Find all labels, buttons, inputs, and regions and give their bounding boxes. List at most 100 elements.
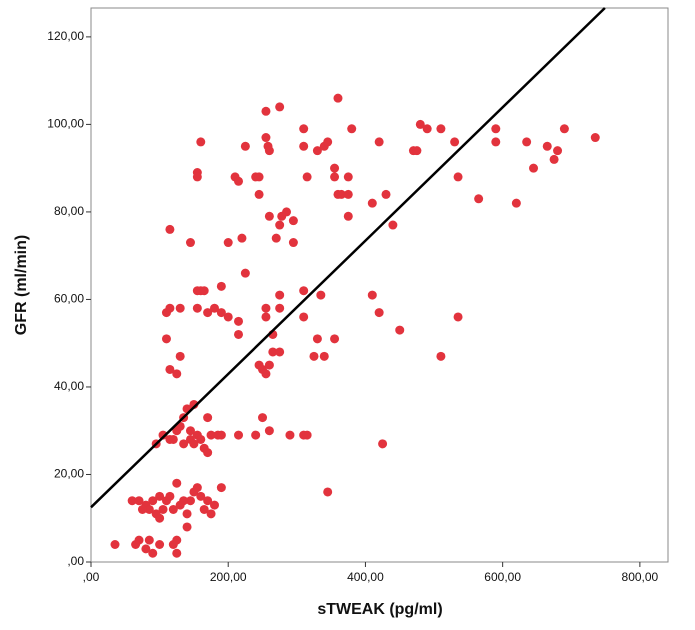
point [367,290,377,300]
point [309,351,319,361]
y-tick-label: 80,00 [54,204,84,218]
point [209,303,219,313]
point [168,434,178,444]
point [251,430,261,440]
point [261,133,271,143]
point [275,290,285,300]
point [134,496,144,506]
point [275,102,285,112]
point [165,491,175,501]
point [203,496,213,506]
point [333,93,343,103]
point [553,146,563,156]
point [158,430,168,440]
point [264,211,274,221]
point [436,351,446,361]
point [168,504,178,514]
point [330,172,340,182]
point [196,137,206,147]
point [148,496,158,506]
point [196,434,206,444]
point [196,491,206,501]
point [148,548,158,558]
point [144,535,154,545]
point [206,509,216,519]
point [302,430,312,440]
point [175,351,185,361]
point [137,504,147,514]
point [343,172,353,182]
point [168,539,178,549]
point [216,281,226,291]
point [237,233,247,243]
point [254,172,264,182]
point [189,439,199,449]
point [275,347,285,357]
point [316,290,326,300]
point [110,539,120,549]
point [343,211,353,221]
x-axis-title: sTWEAK (pg/ml) [317,601,442,618]
point [261,369,271,379]
point [216,430,226,440]
point [412,146,422,156]
point [175,303,185,313]
point [288,238,298,248]
point [172,548,182,558]
point [388,220,398,230]
point [165,364,175,374]
point [182,522,192,532]
point [453,312,463,322]
point [165,303,175,313]
point [258,413,268,423]
point [374,308,384,318]
point [323,487,333,497]
y-tick-label: 60,00 [54,292,84,306]
point [155,539,165,549]
point [302,172,312,182]
point [542,141,552,151]
point [199,504,209,514]
point [275,303,285,313]
point [549,154,559,164]
point [268,347,278,357]
point [192,172,202,182]
point [261,106,271,116]
x-tick-label: ,00 [83,570,100,584]
point [312,334,322,344]
point [185,426,195,436]
point [179,439,189,449]
point [299,141,309,151]
y-tick-label: 100,00 [47,117,84,131]
point [155,491,165,501]
point [264,146,274,156]
point [185,238,195,248]
point [343,189,353,199]
point [261,312,271,322]
point [172,369,182,379]
point [240,141,250,151]
point [299,312,309,322]
point [450,137,460,147]
point [161,334,171,344]
x-tick-label: 200,00 [210,570,247,584]
point [299,286,309,296]
point [336,189,346,199]
point [216,308,226,318]
point [141,544,151,554]
point [347,124,357,134]
point [254,360,264,370]
point [415,119,425,129]
point [381,189,391,199]
point [491,137,501,147]
x-tick-label: 400,00 [347,570,384,584]
point [264,360,274,370]
x-tick-label: 800,00 [622,570,659,584]
point [261,303,271,313]
point [323,137,333,147]
point [216,483,226,493]
point [127,496,137,506]
point [436,124,446,134]
point [240,268,250,278]
